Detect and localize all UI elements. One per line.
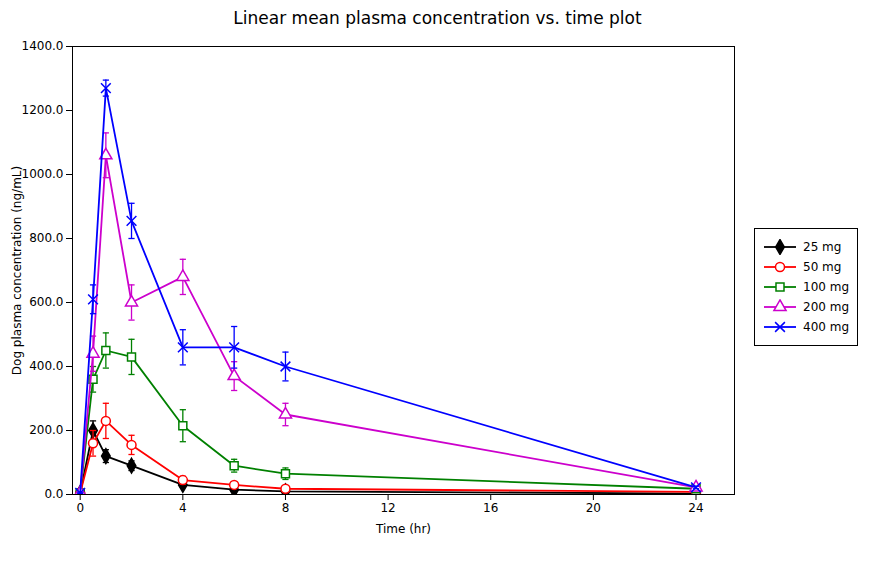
svg-text:1400.0: 1400.0 [22, 39, 64, 53]
svg-text:4: 4 [179, 501, 187, 515]
svg-text:12: 12 [380, 501, 395, 515]
svg-text:24: 24 [688, 501, 703, 515]
html-text:25 mg: 25 mg [803, 240, 842, 254]
svg-text:800.0: 800.0 [29, 231, 63, 245]
svg-text:16: 16 [483, 501, 498, 515]
svg-text:8: 8 [282, 501, 290, 515]
html-text:400 mg: 400 mg [803, 320, 849, 334]
svg-text:0: 0 [76, 501, 84, 515]
html-text:Linear mean plasma concentrati: Linear mean plasma concentration vs. tim… [233, 8, 642, 28]
svg-text:Time (hr): Time (hr) [375, 522, 431, 536]
html-text:200 mg: 200 mg [803, 300, 849, 314]
html-text:100 mg: 100 mg [803, 280, 849, 294]
svg-text:200.0: 200.0 [29, 423, 63, 437]
svg-text:20: 20 [586, 501, 601, 515]
html-text:50 mg: 50 mg [803, 260, 842, 274]
svg-text:Dog plasma concentration (ng/m: Dog plasma concentration (ng/mL) [10, 166, 24, 375]
svg-text:400.0: 400.0 [29, 359, 63, 373]
svg-text:600.0: 600.0 [29, 295, 63, 309]
svg-text:1000.0: 1000.0 [22, 167, 64, 181]
svg-text:1200.0: 1200.0 [22, 103, 64, 117]
svg-text:0.0: 0.0 [44, 487, 63, 501]
